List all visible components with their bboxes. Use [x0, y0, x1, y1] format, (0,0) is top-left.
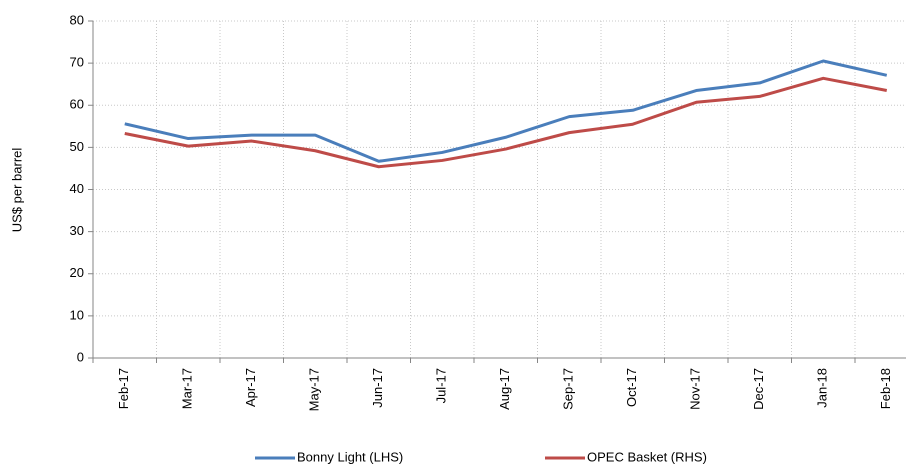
- y-tick-label: 40: [70, 181, 84, 196]
- x-tick-label: Aug-17: [497, 368, 512, 410]
- legend-label: OPEC Basket (RHS): [587, 449, 707, 464]
- x-tick-label: Feb-17: [116, 368, 131, 409]
- y-axis-title: US$ per barrel: [9, 148, 24, 233]
- x-tick-label: Dec-17: [751, 368, 766, 410]
- y-tick-label: 70: [70, 55, 84, 70]
- y-tick-label: 60: [70, 97, 84, 112]
- y-tick-label: 10: [70, 307, 84, 322]
- x-tick-label: Nov-17: [688, 368, 703, 410]
- y-tick-label: 30: [70, 223, 84, 238]
- x-tick-label: Sep-17: [561, 368, 576, 410]
- x-tick-label: Jul-17: [434, 368, 449, 403]
- x-tick-label: Feb-18: [878, 368, 893, 409]
- x-tick-label: Apr-17: [243, 368, 258, 407]
- y-tick-label: 80: [70, 12, 84, 27]
- y-tick-label: 0: [77, 349, 84, 364]
- x-tick-label: Jan-18: [815, 368, 830, 408]
- series-line: [124, 59, 888, 163]
- series-line: [124, 76, 888, 169]
- x-tick-label: Oct-17: [624, 368, 639, 407]
- y-tick-label: 20: [70, 265, 84, 280]
- x-tick-label: May-17: [307, 368, 322, 411]
- x-tick-label: Mar-17: [180, 368, 195, 409]
- x-tick-label: Jun-17: [370, 368, 385, 408]
- legend-label: Bonny Light (LHS): [297, 449, 403, 464]
- y-tick-label: 50: [70, 139, 84, 154]
